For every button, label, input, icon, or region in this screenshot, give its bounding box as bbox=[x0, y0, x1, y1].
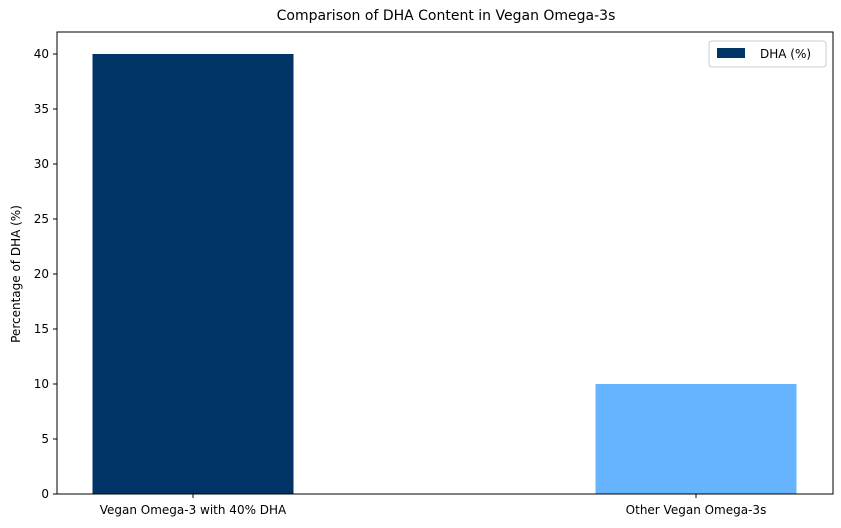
plot-frame bbox=[56, 31, 834, 495]
x-tick-label: Other Vegan Omega-3s bbox=[626, 503, 767, 517]
legend-swatch bbox=[717, 48, 745, 58]
y-axis-label: Percentage of DHA (%) bbox=[9, 205, 23, 343]
y-tick-label: 10 bbox=[34, 377, 49, 391]
y-tick-label: 20 bbox=[34, 267, 49, 281]
y-tick-label: 0 bbox=[41, 487, 49, 501]
legend-box bbox=[708, 40, 827, 68]
y-tick-label: 30 bbox=[34, 157, 49, 171]
chart-title: Comparison of DHA Content in Vegan Omega… bbox=[277, 8, 616, 24]
y-tick-label: 25 bbox=[34, 212, 49, 226]
y-tick-label: 15 bbox=[34, 322, 49, 336]
y-tick-label: 5 bbox=[41, 432, 49, 446]
plot-area: Vegan Omega-3 with 40% DHA Other Vegan Om… bbox=[34, 31, 834, 517]
x-tick-label: Vegan Omega-3 with 40% DHA bbox=[100, 503, 287, 517]
y-tick-label: 35 bbox=[34, 102, 49, 116]
bar-2 bbox=[595, 384, 797, 494]
legend-label: DHA (%) bbox=[760, 47, 811, 61]
legend: DHA (%) bbox=[708, 40, 827, 68]
bar-1 bbox=[92, 54, 294, 494]
y-tick-label: 40 bbox=[34, 47, 49, 61]
